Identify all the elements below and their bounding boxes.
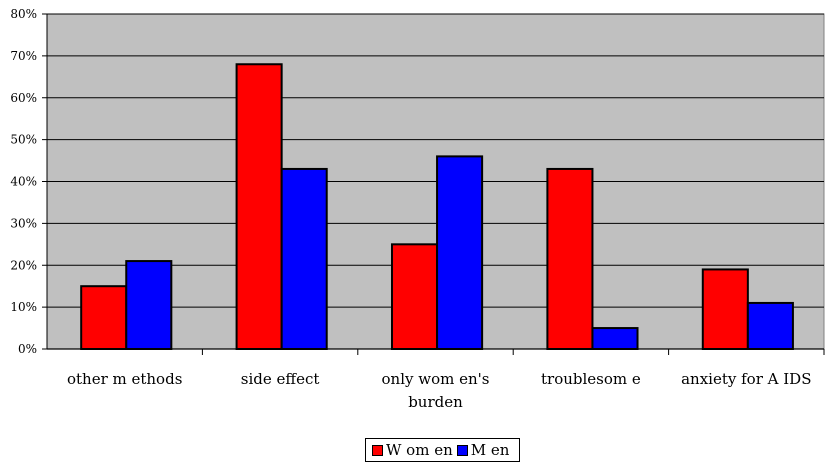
bar-men — [591, 327, 639, 350]
y-tick-label: 40% — [10, 175, 37, 189]
x-category-label: only wom en's — [382, 370, 490, 388]
x-category-label: burden — [408, 393, 463, 411]
bar-men — [280, 167, 328, 350]
x-category-label: side effect — [241, 370, 320, 388]
y-tick-labels: 0% 10% 20% 30% 40% 50% 60% 70% 80% — [10, 7, 37, 356]
y-tick-label: 20% — [10, 258, 37, 272]
bar-men — [746, 301, 794, 350]
y-tick-label: 70% — [10, 49, 37, 63]
legend-swatch-women — [372, 444, 383, 456]
axes — [42, 13, 825, 355]
bar-chart: 0% 10% 20% 30% 40% 50% 60% 70% 80% other m ethod… — [10, 7, 825, 411]
x-category-labels: other m ethods side effect only wom en's bu… — [67, 370, 811, 411]
bar-men — [125, 260, 173, 350]
y-tick-label: 30% — [10, 216, 37, 230]
legend-swatch-men — [456, 444, 468, 456]
bar-men — [436, 155, 484, 350]
bar-women — [80, 285, 128, 350]
y-tick-label: 50% — [10, 133, 37, 147]
bars — [80, 63, 794, 350]
gridlines — [47, 13, 824, 308]
legend-item-men: M en — [456, 441, 510, 459]
y-tick-label: 60% — [10, 91, 37, 105]
y-tick-label: 0% — [18, 342, 37, 356]
bar-women — [235, 63, 283, 350]
legend: W om en M en — [365, 438, 521, 462]
bar-women — [701, 268, 749, 350]
y-tick-label: 10% — [10, 300, 37, 314]
x-category-label: anxiety for A IDS — [681, 370, 811, 388]
bar-women — [390, 243, 439, 350]
x-category-label: troublesom e — [541, 370, 641, 388]
bar-women — [546, 167, 594, 350]
y-tick-label: 80% — [10, 7, 37, 21]
x-category-label: other m ethods — [67, 370, 182, 388]
legend-label-men: M en — [470, 441, 510, 459]
legend-label-women: W om en — [386, 441, 453, 459]
legend-item-women: W om en — [372, 441, 453, 459]
